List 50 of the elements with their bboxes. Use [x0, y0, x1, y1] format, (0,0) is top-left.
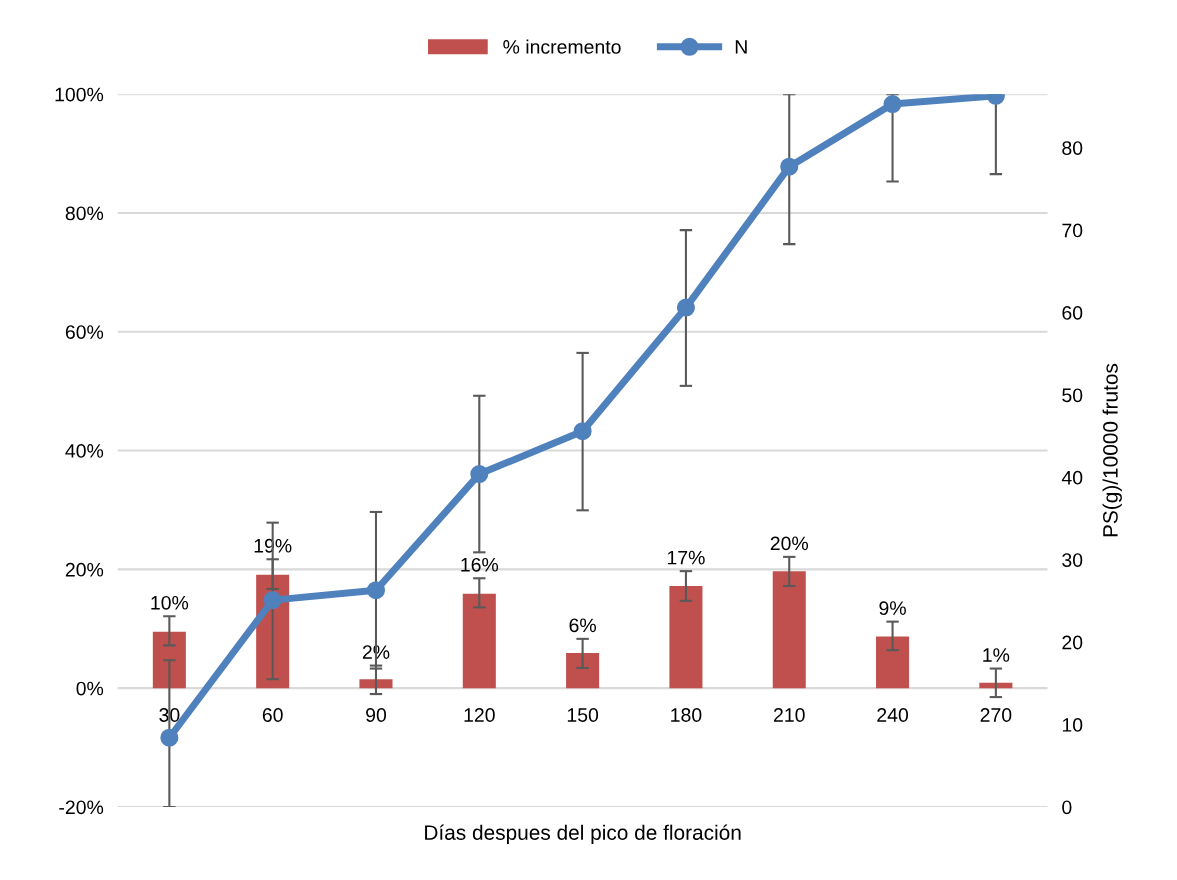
y-tick-label: 60% — [65, 325, 104, 339]
x-tick-label: 120 — [464, 708, 495, 722]
x-tick-label: 150 — [567, 708, 599, 722]
point — [676, 298, 695, 317]
bar — [359, 679, 393, 689]
y2-tick-label: 30 — [1062, 553, 1083, 567]
y-tick-label: 40% — [65, 444, 104, 458]
data-label: 16% — [461, 557, 499, 572]
point — [780, 157, 799, 176]
y2-axis-title: PS(g)/10000 frutos — [1102, 363, 1122, 537]
bar — [669, 585, 703, 689]
point — [160, 728, 179, 747]
x-tick-label: 240 — [877, 708, 909, 722]
y2-tick-label: 20 — [1062, 635, 1083, 650]
y2-tick-label: 0 — [1062, 800, 1072, 815]
data-label: 6% — [569, 618, 596, 633]
bar — [876, 636, 910, 689]
x-axis-title: Días despues del pico de floración — [425, 824, 741, 845]
point — [470, 465, 489, 484]
x-tick-label: 90 — [366, 708, 387, 722]
point — [883, 95, 902, 114]
x-tick-label: 270 — [980, 708, 1012, 722]
x-tick-label: 210 — [774, 708, 805, 722]
y2-tick-label: 70 — [1062, 223, 1083, 238]
y2-tick-label: 10 — [1062, 718, 1083, 732]
legend-label: % incremento — [503, 39, 621, 54]
bar — [566, 653, 600, 689]
data-label: 9% — [879, 601, 906, 616]
bar — [772, 571, 806, 689]
data-label: 20% — [770, 536, 809, 551]
data-label: 1% — [983, 648, 1010, 662]
y2-tick-label: 80 — [1062, 141, 1083, 155]
y2-tick-label: 60 — [1062, 306, 1083, 320]
point — [573, 422, 592, 441]
y-tick-label: 20% — [65, 562, 104, 577]
point — [263, 591, 282, 610]
bar — [152, 631, 186, 689]
x-tick-label: 60 — [262, 708, 283, 722]
y2-tick-label: 50 — [1062, 388, 1083, 403]
y-tick-label: 80% — [65, 206, 104, 221]
bar — [462, 593, 496, 689]
point — [366, 581, 386, 600]
y-tick-label: -20% — [59, 800, 104, 815]
data-label: 10% — [151, 595, 189, 610]
data-label: 17% — [667, 550, 705, 565]
y-tick-label: 100% — [55, 87, 104, 102]
x-tick-label: 180 — [671, 708, 702, 722]
y2-tick-label: 40 — [1061, 470, 1083, 485]
y-tick-label: 0% — [76, 681, 104, 696]
legend-label: N — [735, 40, 747, 54]
